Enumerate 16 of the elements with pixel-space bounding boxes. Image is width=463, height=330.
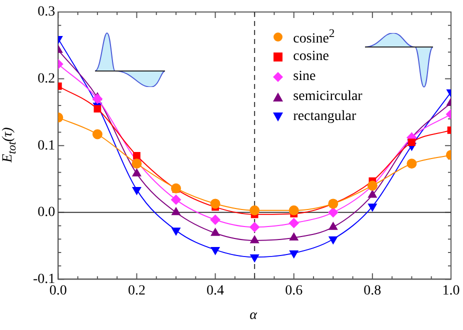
legend-label: sine	[293, 69, 316, 85]
x-tick-label: 0.2	[128, 283, 146, 298]
x-tick-label: 0.8	[364, 283, 382, 298]
legend-label: rectangular	[293, 109, 356, 125]
legend-label: cosine	[293, 49, 329, 65]
y-tick-label: 0.2	[38, 71, 56, 86]
x-tick-label: 1.0	[442, 283, 460, 298]
x-tick-label: 0.6	[285, 283, 303, 298]
y-tick-label: 0.1	[38, 138, 56, 154]
legend-label: cosine$^{2}$	[293, 26, 335, 48]
x-tick-label: 0.0	[49, 283, 67, 298]
y-tick-label: 0.3	[38, 4, 56, 20]
legend-label: semicircular	[293, 89, 362, 105]
x-tick-label: 0.4	[206, 283, 224, 298]
x-axis-title: α	[250, 308, 257, 324]
y-tick-label: 0.0	[38, 205, 56, 220]
